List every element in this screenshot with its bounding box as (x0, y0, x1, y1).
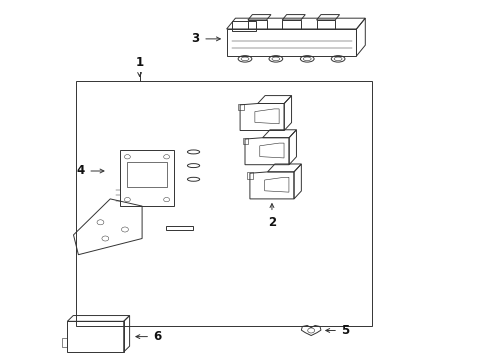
Bar (243, 138, 248, 144)
Bar (63, 338, 68, 346)
Text: 5: 5 (342, 324, 350, 337)
Bar (282, 20, 301, 29)
Bar (231, 21, 256, 31)
Text: 6: 6 (153, 330, 161, 343)
Bar (247, 172, 253, 179)
Bar (238, 104, 244, 110)
Text: 4: 4 (76, 165, 85, 177)
Bar (127, 162, 167, 187)
Bar (226, 29, 356, 56)
Bar (317, 20, 335, 29)
Bar (166, 226, 193, 230)
Text: 3: 3 (192, 32, 200, 45)
Text: 1: 1 (136, 57, 144, 69)
Text: 2: 2 (268, 216, 276, 229)
Bar (248, 20, 267, 29)
Bar (120, 150, 174, 206)
Bar (76, 81, 372, 326)
Bar (68, 321, 123, 352)
